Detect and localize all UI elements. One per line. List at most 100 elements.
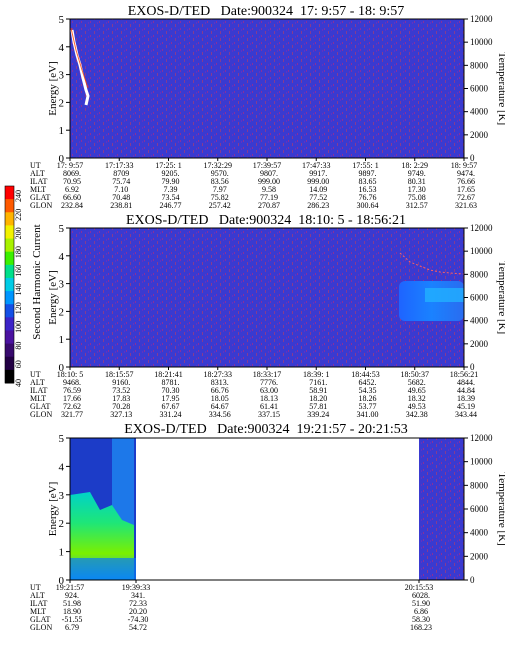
colorbar-cell bbox=[5, 277, 14, 292]
ephemeris-cell-mlt: 6.92 bbox=[65, 185, 79, 194]
panel2-plot bbox=[69, 227, 465, 368]
panel2-ytick-label: 0 bbox=[59, 362, 65, 374]
colorbar-tick-label: 80 bbox=[14, 342, 23, 350]
ephemeris-cell-alt: 9917. bbox=[309, 169, 327, 178]
ephemeris-cell-ilat: 79.90 bbox=[162, 177, 180, 186]
ephemeris-cell-glon: 321.77 bbox=[61, 410, 83, 419]
ephemeris-cell-ut: 17:55: 1 bbox=[352, 161, 378, 170]
ephemeris-row-label: MLT bbox=[30, 185, 46, 194]
ephemeris-cell-ilat: 80.31 bbox=[408, 177, 426, 186]
panel2-ytick-label: 2 bbox=[59, 306, 65, 318]
ephemeris-cell-mlt: 16.53 bbox=[359, 185, 377, 194]
ephemeris-cell-ilat: 44.84 bbox=[457, 386, 475, 395]
panel2-y2tick-label: 10000 bbox=[470, 246, 493, 256]
panel2-y2tick-label: 6000 bbox=[470, 293, 489, 303]
panel2-ytick-label: 3 bbox=[59, 279, 65, 291]
ephemeris-cell-ut: 17:39:57 bbox=[253, 161, 281, 170]
ephemeris-cell-ut: 17:17:33 bbox=[105, 161, 133, 170]
ephemeris-cell-alt: 8709 bbox=[113, 169, 129, 178]
panel2-ytick-label: 5 bbox=[59, 223, 65, 235]
ephemeris-cell-ut: 18: 9:57 bbox=[451, 161, 477, 170]
panel3-y2tick-label: 8000 bbox=[470, 480, 489, 490]
ephemeris-cell-glat: -51.55 bbox=[62, 615, 83, 624]
panel3-segment-1-lowband bbox=[70, 558, 136, 580]
ephemeris-row-label: UT bbox=[30, 370, 41, 379]
ephemeris-row-label: GLON bbox=[30, 410, 52, 419]
colorbar-tick-label: 220 bbox=[14, 209, 23, 221]
ephemeris-cell-mlt: 18.39 bbox=[457, 394, 475, 403]
panel1-y2tick-label: 8000 bbox=[470, 60, 489, 70]
ephemeris-cell-glat: 72.67 bbox=[457, 193, 475, 202]
ephemeris-cell-ut: 18:27:33 bbox=[204, 370, 232, 379]
ephemeris-cell-mlt: 17.95 bbox=[162, 394, 180, 403]
ephemeris-cell-alt: 9160. bbox=[112, 378, 130, 387]
colorbar-cell bbox=[5, 369, 14, 384]
panel3-y2tick-label: 2000 bbox=[470, 551, 489, 561]
colorbar-tick-label: 120 bbox=[14, 302, 23, 314]
panel2-ylabel: Energy [eV] bbox=[47, 270, 59, 324]
colorbar-label: Second Harmonic Current bbox=[31, 224, 43, 339]
ephemeris-cell-alt: 9468. bbox=[63, 378, 81, 387]
ephemeris-cell-mlt: 18.05 bbox=[211, 394, 229, 403]
colorbar: 240 220 200 180 160 140 120 100 80 60 40 Second Ha… bbox=[4, 185, 43, 387]
ephemeris-cell-glat: 49.53 bbox=[408, 402, 426, 411]
panel2-y2tick-label: 8000 bbox=[470, 269, 489, 279]
panel1-plot bbox=[69, 18, 465, 159]
ephemeris-cell-alt: 8069. bbox=[63, 169, 81, 178]
ephemeris-cell-glon: 342.38 bbox=[406, 410, 428, 419]
panel3-ytick-label: 2 bbox=[59, 518, 65, 530]
ephemeris-row-label: ILAT bbox=[30, 599, 47, 608]
colorbar-frame bbox=[4, 185, 15, 384]
ephemeris-cell-glat: 70.48 bbox=[112, 193, 130, 202]
ephemeris-row-label: GLAT bbox=[30, 615, 51, 624]
panel1-axes: 0 1 2 3 4 5 0 2000 4000 6000 8000 10000 12000 Energy … bbox=[47, 14, 505, 165]
ephemeris-cell-glat: 76.76 bbox=[359, 193, 377, 202]
ephemeris-cell-alt: 4844. bbox=[457, 378, 475, 387]
ephemeris-cell-glon: 321.63 bbox=[455, 201, 477, 210]
ephemeris-cell-glon: 312.57 bbox=[406, 201, 428, 210]
ephemeris-cell-glon: 54.72 bbox=[129, 623, 147, 632]
panel3-ytick-label: 4 bbox=[59, 461, 65, 473]
colorbar-cell bbox=[5, 251, 14, 266]
ephemeris-cell-glon: 168.23 bbox=[410, 623, 432, 632]
colorbar-cell bbox=[5, 186, 14, 200]
panel3-axes: 0 1 2 3 4 5 0 2000 4000 6000 8000 10000 12000 Energy … bbox=[47, 433, 505, 587]
panel2-title: EXOS-D/TED Date:900324 18:10: 5 - 18:56:… bbox=[126, 213, 406, 228]
ephemeris-cell-ilat: 66.76 bbox=[211, 386, 229, 395]
ephemeris-cell-ilat: 49.65 bbox=[408, 386, 426, 395]
panel1-title: EXOS-D/TED Date:900324 17: 9:57 - 18: 9:… bbox=[128, 4, 404, 19]
ephemeris-cell-ilat: 83.65 bbox=[359, 177, 377, 186]
panel3-ytick-label: 0 bbox=[59, 575, 65, 587]
panel2-y2label: Temperature [K] bbox=[496, 261, 505, 334]
ephemeris-cell-glon: 238.81 bbox=[110, 201, 132, 210]
ephemeris-row-label: GLON bbox=[30, 623, 52, 632]
ephemeris-cell-ilat: 58.91 bbox=[309, 386, 327, 395]
colorbar-cell bbox=[5, 225, 14, 240]
panel2-temperature-trace bbox=[399, 252, 465, 275]
ephemeris-cell-mlt: 7.10 bbox=[114, 185, 128, 194]
panel3-y2tick-label: 10000 bbox=[470, 457, 493, 467]
ephemeris-cell-alt: 7776. bbox=[260, 378, 278, 387]
panel1-ytick-label: 1 bbox=[59, 125, 65, 137]
colorbar-tick-label: 200 bbox=[14, 227, 23, 239]
ephemeris-cell-glat: 73.54 bbox=[162, 193, 180, 202]
ephemeris-cell-glon: 257.42 bbox=[209, 201, 231, 210]
ephemeris-cell-ut: 18:15:57 bbox=[105, 370, 133, 379]
ephemeris-cell-mlt: 17.30 bbox=[408, 185, 426, 194]
colorbar-tick-label: 100 bbox=[14, 321, 23, 333]
ephemeris-cell-ut: 18:10: 5 bbox=[57, 370, 83, 379]
ephemeris-cell-glat: 67.67 bbox=[162, 402, 180, 411]
ephemeris-cell-alt: 9570. bbox=[211, 169, 229, 178]
ephemeris-cell-alt: 8313. bbox=[211, 378, 229, 387]
panel1-ytick-label: 0 bbox=[59, 153, 65, 165]
panel2-ytick-label: 1 bbox=[59, 334, 65, 346]
ephemeris-cell-ilat: 63.00 bbox=[260, 386, 278, 395]
ephemeris-cell-mlt: 18.32 bbox=[408, 394, 426, 403]
panel1-y2tick-label: 12000 bbox=[470, 14, 493, 24]
ephemeris-cell-mlt: 17.66 bbox=[63, 394, 81, 403]
ephemeris-cell-glat: 72.62 bbox=[63, 402, 81, 411]
colorbar-cell bbox=[5, 317, 14, 331]
panel3-plot bbox=[69, 437, 465, 581]
ephemeris-cell-glat: 53.77 bbox=[359, 402, 377, 411]
